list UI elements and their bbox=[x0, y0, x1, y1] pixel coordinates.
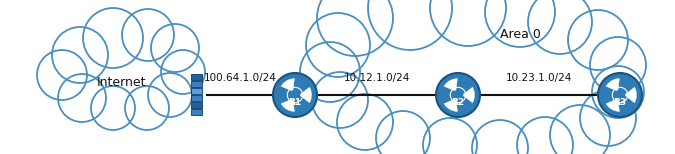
Bar bbox=[190, 109, 202, 115]
Circle shape bbox=[151, 24, 199, 72]
Circle shape bbox=[300, 42, 360, 102]
Circle shape bbox=[423, 118, 477, 154]
Bar bbox=[190, 102, 202, 108]
Circle shape bbox=[590, 37, 646, 93]
Circle shape bbox=[125, 86, 169, 130]
Polygon shape bbox=[300, 87, 311, 103]
Circle shape bbox=[436, 73, 480, 117]
Text: 10.12.1.0/24: 10.12.1.0/24 bbox=[344, 73, 410, 83]
Polygon shape bbox=[606, 99, 620, 111]
Circle shape bbox=[273, 73, 317, 117]
Circle shape bbox=[58, 74, 106, 122]
Circle shape bbox=[161, 50, 205, 94]
Polygon shape bbox=[626, 87, 637, 103]
Text: R3: R3 bbox=[614, 98, 626, 107]
Text: Area 0: Area 0 bbox=[500, 28, 541, 41]
Circle shape bbox=[83, 8, 143, 68]
Polygon shape bbox=[444, 79, 458, 91]
Circle shape bbox=[485, 0, 555, 47]
Circle shape bbox=[148, 73, 192, 117]
Circle shape bbox=[317, 0, 393, 56]
Circle shape bbox=[306, 13, 370, 77]
Circle shape bbox=[598, 73, 642, 117]
Circle shape bbox=[528, 0, 592, 54]
Circle shape bbox=[430, 0, 506, 46]
Polygon shape bbox=[444, 99, 458, 111]
Polygon shape bbox=[281, 99, 294, 111]
Text: 10.23.1.0/24: 10.23.1.0/24 bbox=[506, 73, 572, 83]
Circle shape bbox=[37, 50, 87, 100]
Circle shape bbox=[568, 10, 628, 70]
Circle shape bbox=[580, 90, 636, 146]
Polygon shape bbox=[464, 87, 475, 103]
Circle shape bbox=[52, 27, 108, 83]
Circle shape bbox=[592, 66, 644, 118]
Circle shape bbox=[376, 111, 430, 154]
Circle shape bbox=[91, 86, 135, 130]
Text: Internet: Internet bbox=[97, 77, 146, 89]
Circle shape bbox=[550, 105, 610, 154]
Polygon shape bbox=[281, 79, 294, 91]
Bar bbox=[190, 81, 202, 87]
Circle shape bbox=[122, 9, 174, 61]
Text: R1: R1 bbox=[288, 98, 302, 107]
Text: 100.64.1.0/24: 100.64.1.0/24 bbox=[204, 73, 277, 83]
Circle shape bbox=[312, 72, 368, 128]
Text: R2: R2 bbox=[452, 98, 464, 107]
Circle shape bbox=[368, 0, 452, 50]
Circle shape bbox=[337, 94, 393, 150]
Bar bbox=[190, 95, 202, 101]
Circle shape bbox=[517, 117, 573, 154]
Bar bbox=[190, 88, 202, 94]
Circle shape bbox=[472, 120, 528, 154]
Bar bbox=[190, 74, 202, 80]
Polygon shape bbox=[606, 79, 620, 91]
